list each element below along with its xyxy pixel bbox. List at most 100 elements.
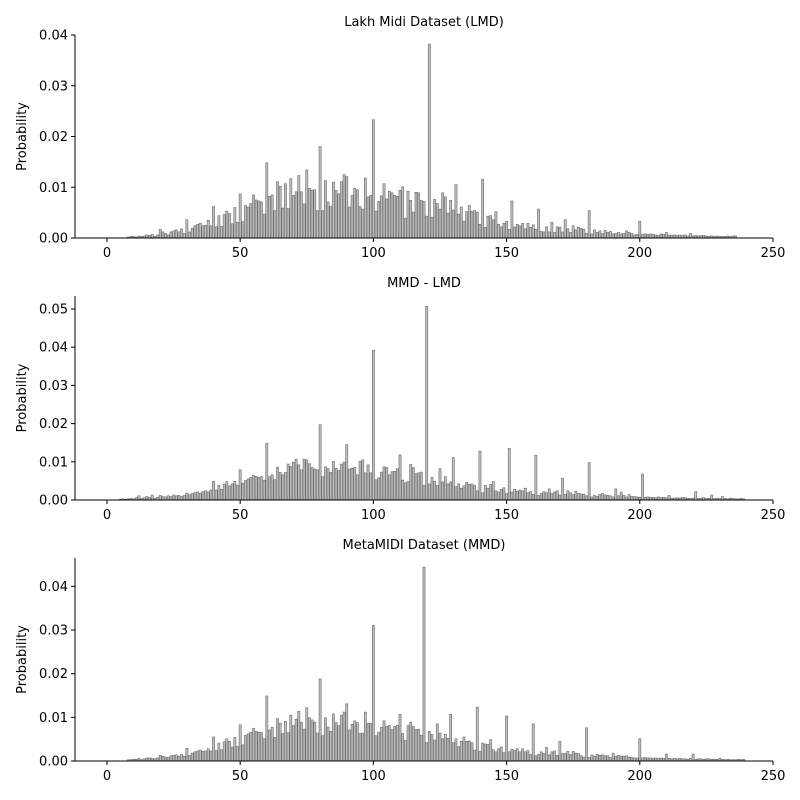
bar bbox=[206, 748, 210, 762]
bar bbox=[358, 733, 362, 762]
bar bbox=[246, 733, 250, 762]
bar bbox=[172, 755, 175, 762]
bar bbox=[401, 733, 405, 762]
bar bbox=[475, 211, 479, 239]
bar bbox=[190, 228, 194, 239]
bar bbox=[526, 750, 530, 762]
bar bbox=[177, 495, 181, 501]
x-tick-label: 0 bbox=[103, 508, 111, 523]
bar bbox=[214, 226, 218, 239]
y-tick-label: 0.02 bbox=[39, 667, 68, 682]
bar bbox=[206, 219, 210, 239]
bar bbox=[481, 492, 484, 501]
bar bbox=[569, 232, 572, 239]
bar bbox=[337, 193, 341, 239]
bar bbox=[268, 196, 271, 239]
bar bbox=[590, 754, 594, 762]
bar bbox=[521, 222, 524, 239]
bar bbox=[606, 232, 610, 239]
bar bbox=[193, 751, 197, 762]
bar bbox=[433, 199, 437, 239]
bar bbox=[694, 491, 698, 501]
bar bbox=[406, 191, 410, 239]
bar bbox=[395, 724, 399, 762]
bar bbox=[225, 210, 229, 239]
bar bbox=[182, 233, 186, 239]
bar bbox=[518, 489, 522, 501]
bar bbox=[419, 200, 423, 239]
bar bbox=[380, 727, 383, 762]
bar bbox=[353, 187, 357, 239]
bar bbox=[430, 477, 434, 501]
bar bbox=[595, 754, 599, 762]
x-tick-label: 250 bbox=[761, 508, 786, 523]
bar bbox=[260, 732, 263, 762]
bar bbox=[182, 495, 186, 501]
bar-series bbox=[126, 566, 746, 762]
bar bbox=[537, 495, 540, 501]
bar bbox=[563, 219, 567, 239]
bar bbox=[417, 728, 421, 762]
bar bbox=[585, 727, 588, 762]
bar bbox=[550, 493, 554, 501]
bar bbox=[321, 735, 325, 762]
bar bbox=[422, 566, 426, 762]
bar bbox=[451, 742, 455, 762]
bar bbox=[622, 233, 626, 239]
bar bbox=[619, 233, 623, 239]
bar bbox=[302, 728, 306, 762]
bar bbox=[582, 493, 586, 501]
bar bbox=[433, 739, 437, 762]
bar bbox=[483, 743, 487, 762]
bar bbox=[454, 184, 458, 239]
bar bbox=[465, 211, 468, 239]
bar bbox=[449, 200, 453, 239]
bar bbox=[254, 476, 258, 501]
bar bbox=[387, 191, 391, 239]
bar bbox=[603, 755, 607, 762]
bar bbox=[451, 209, 455, 239]
bar bbox=[467, 484, 471, 501]
bar bbox=[164, 756, 167, 762]
bar bbox=[393, 471, 397, 501]
y-axis-label: Probability bbox=[15, 625, 30, 694]
bar bbox=[278, 722, 282, 762]
bar bbox=[473, 210, 476, 239]
bar bbox=[308, 717, 311, 762]
bar bbox=[473, 485, 476, 501]
bar bbox=[473, 749, 476, 762]
bar bbox=[230, 483, 234, 501]
bar bbox=[417, 192, 421, 239]
bar bbox=[411, 726, 415, 762]
bar bbox=[403, 482, 407, 501]
bar bbox=[491, 749, 495, 762]
bar bbox=[601, 233, 604, 239]
bar bbox=[364, 472, 367, 501]
bar bbox=[286, 463, 290, 501]
bar bbox=[265, 162, 269, 239]
bar bbox=[513, 226, 516, 239]
bar bbox=[220, 488, 223, 501]
bar bbox=[228, 741, 231, 762]
bar bbox=[390, 471, 394, 501]
bar bbox=[236, 745, 239, 762]
bar bbox=[340, 181, 343, 239]
bar bbox=[534, 755, 538, 762]
bar bbox=[252, 475, 255, 501]
bar bbox=[377, 731, 381, 762]
bar bbox=[515, 224, 519, 239]
bar bbox=[337, 470, 341, 501]
bar bbox=[260, 201, 263, 239]
bar bbox=[622, 495, 626, 501]
bar bbox=[478, 224, 482, 239]
bar bbox=[366, 723, 370, 762]
bar bbox=[364, 177, 367, 239]
bar bbox=[502, 487, 506, 501]
bar bbox=[345, 444, 349, 501]
bar bbox=[326, 468, 330, 501]
bar bbox=[342, 461, 346, 501]
bar bbox=[553, 232, 556, 239]
bar bbox=[574, 490, 578, 501]
bar bbox=[217, 215, 221, 239]
bar bbox=[380, 471, 383, 501]
